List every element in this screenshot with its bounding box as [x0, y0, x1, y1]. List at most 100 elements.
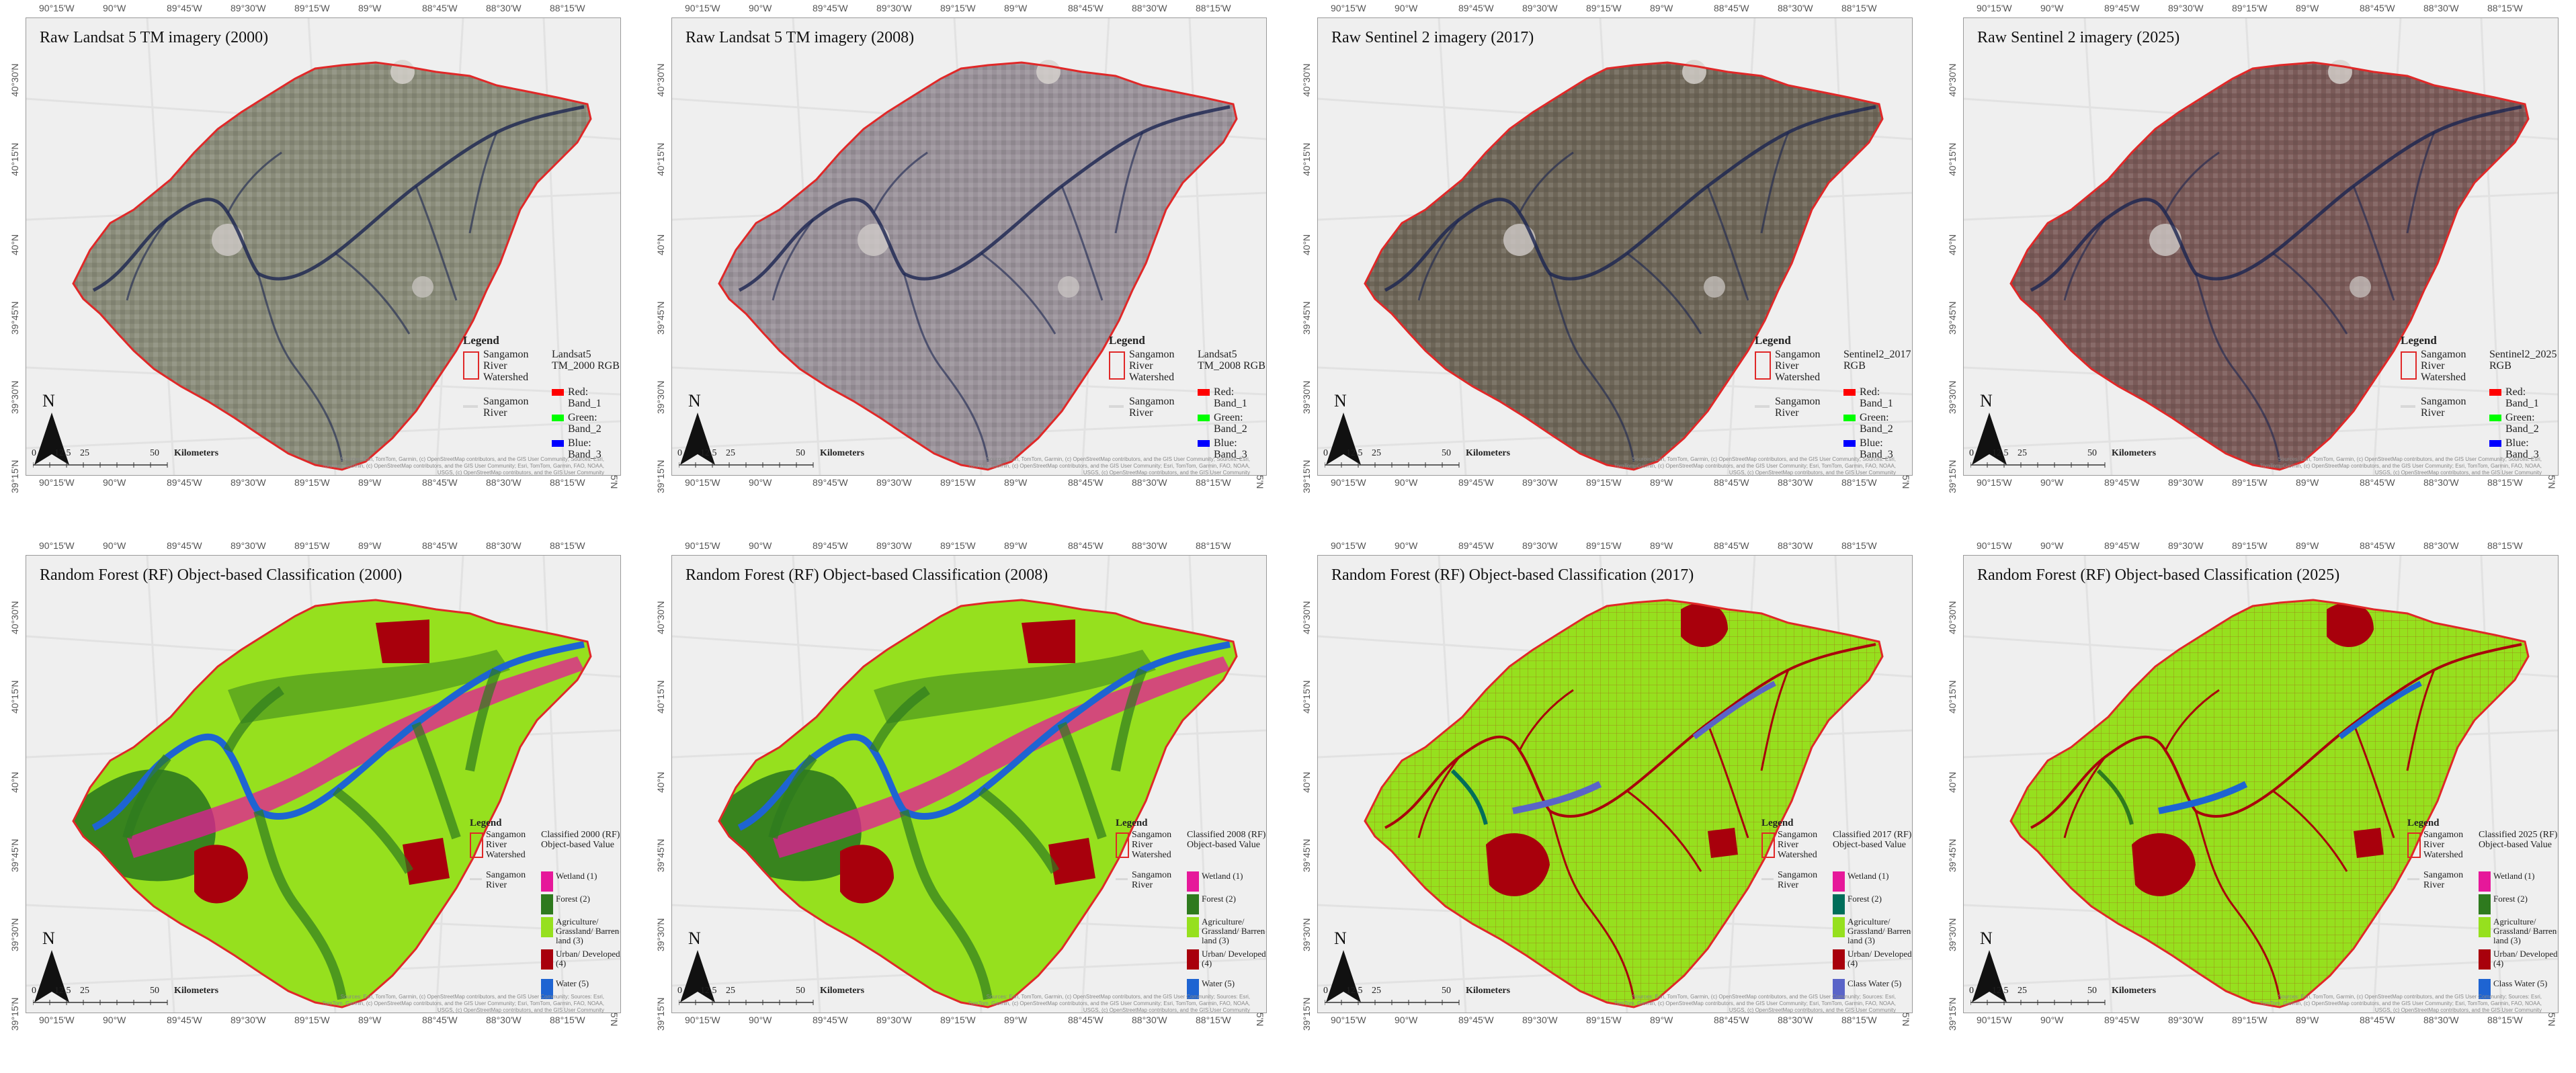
class-swatch	[541, 917, 553, 937]
imagery-raster	[1365, 62, 1882, 470]
river-course	[738, 105, 1231, 292]
north-arrow: N	[1969, 391, 2009, 465]
latitude-tick-left: 39°15'N	[1947, 997, 1958, 1031]
watershed-swatch	[1109, 351, 1125, 380]
north-label: N	[42, 391, 55, 411]
band-label: Red: Band_1	[1860, 386, 1893, 409]
river-swatch	[1109, 405, 1124, 408]
latitude-tick-left: 40°15'N	[1947, 680, 1958, 714]
longitude-tick-bottom: 90°15'W	[685, 1015, 720, 1025]
class-label: Agriculture/ Grassland/ Barren land (3)	[2493, 916, 2557, 945]
scale-tick-label: 50	[796, 448, 805, 458]
attribution: Sources: Esri, TomTom, Garmin, (c) OpenS…	[2259, 456, 2542, 476]
longitude-tick-top: 89°15'W	[294, 540, 330, 551]
latitude-tick-left: 40°30'N	[9, 601, 20, 634]
longitude-tick-bottom: 89°45'W	[1458, 1015, 1494, 1025]
scale-tick-label: 25	[2018, 986, 2027, 996]
longitude-tick-top: 88°30'W	[1132, 3, 1167, 13]
band-swatch	[2489, 389, 2501, 396]
river-swatch	[470, 878, 482, 880]
longitude-tick-bottom: 89°45'W	[167, 1015, 202, 1025]
longitude-tick-top: 90°15'W	[685, 3, 720, 13]
scale-tick-label: 0	[677, 448, 682, 458]
river-course	[2030, 105, 2522, 292]
band-label: Green: Band_2	[1860, 412, 1893, 435]
legend-title: Legend	[1109, 334, 1145, 347]
watershed-boundary	[1364, 599, 1884, 1008]
longitude-tick-bottom: 89°15'W	[2232, 477, 2268, 488]
band-label: Red: Band_1	[1214, 386, 1247, 409]
longitude-tick-bottom: 88°15'W	[2487, 1015, 2523, 1025]
longitude-tick-top: 89°W	[1650, 540, 1673, 551]
latitude-tick-left: 39°45'N	[655, 301, 666, 335]
longitude-tick-top: 88°30'W	[1778, 3, 1813, 13]
latitude-tick-left: 40°N	[1947, 771, 1958, 793]
class-swatch	[541, 949, 553, 970]
scale-tick-label: 12.5	[1992, 986, 2009, 996]
water-class-area	[1512, 781, 1602, 814]
class-swatch	[2479, 917, 2491, 937]
scale-unit: Kilometers	[820, 448, 865, 458]
latitude-tick-left: 40°N	[1301, 771, 1312, 793]
longitude-tick-bottom: 89°45'W	[2104, 477, 2140, 488]
longitude-tick-top: 89°W	[2296, 540, 2319, 551]
band-label: Blue: Band_3	[1860, 437, 1893, 460]
longitude-tick-bottom: 88°15'W	[1196, 1015, 1231, 1025]
longitude-tick-top: 88°15'W	[1196, 3, 1231, 13]
longitude-tick-bottom: 90°15'W	[1331, 477, 1366, 488]
legend-title: Legend	[1116, 818, 1148, 828]
raw-imagery-panel: 90°15'W 90°15'W 90°W 90°W 89°45'W 89°45'W 89°3…	[1292, 0, 1913, 493]
band-swatch	[552, 440, 564, 447]
river-swatch	[1116, 878, 1128, 880]
attribution: Sources: Esri, TomTom, Garmin, (c) OpenS…	[322, 994, 604, 1013]
longitude-tick-top: 89°15'W	[2232, 3, 2268, 13]
north-label: N	[1334, 929, 1347, 948]
panel-title: Random Forest (RF) Object-based Classifi…	[40, 566, 403, 584]
class-label: Wetland (1)	[556, 871, 597, 881]
class-label: Urban/ Developed (4)	[2493, 949, 2558, 968]
longitude-tick-bottom: 89°30'W	[231, 1015, 266, 1025]
north-arrow-icon	[1326, 950, 1361, 1002]
basemap	[26, 556, 620, 1013]
watershed-swatch	[1761, 832, 1775, 858]
longitude-tick-bottom: 90°W	[103, 1015, 126, 1025]
scale-unit: Kilometers	[2112, 448, 2157, 458]
river-label: Sangamon River	[1132, 870, 1172, 890]
longitude-tick-top: 90°15'W	[39, 3, 75, 13]
class-label: Agriculture/ Grassland/ Barren land (3)	[556, 916, 620, 945]
longitude-tick-bottom: 88°15'W	[550, 1015, 585, 1025]
latitude-tick-left: 39°15'N	[655, 460, 666, 493]
longitude-tick-bottom: 89°45'W	[813, 477, 848, 488]
river-swatch	[463, 405, 478, 408]
north-arrow: N	[1323, 929, 1364, 1002]
longitude-tick-top: 88°15'W	[1196, 540, 1231, 551]
scale-tick-label: 12.5	[1346, 448, 1363, 458]
latitude-tick-left: 40°N	[9, 771, 20, 793]
band-swatch	[1198, 415, 1210, 421]
class-label: Class Water (5)	[2493, 978, 2548, 988]
scale-tick-label: 50	[150, 986, 159, 996]
longitude-tick-bottom: 88°15'W	[1841, 477, 1877, 488]
latitude-tick-left: 40°15'N	[1301, 142, 1312, 176]
class-label: Urban/ Developed (4)	[556, 949, 620, 968]
north-label: N	[688, 929, 701, 948]
longitude-tick-bottom: 88°30'W	[486, 477, 522, 488]
scale-tick-label: 12.5	[54, 986, 71, 996]
longitude-tick-bottom: 89°30'W	[2168, 1015, 2204, 1025]
latitude-tick-left: 40°30'N	[1301, 63, 1312, 97]
longitude-tick-top: 89°45'W	[2104, 540, 2140, 551]
class-label: Forest (2)	[1202, 894, 1236, 904]
basemap	[1964, 18, 2558, 475]
panel-title: Raw Landsat 5 TM imagery (2000)	[40, 29, 269, 46]
longitude-tick-top: 90°W	[1395, 3, 1418, 13]
north-arrow-icon	[680, 950, 715, 1002]
scale-bar-graphic	[679, 462, 814, 468]
band-swatch	[2489, 415, 2501, 421]
panel-title: Random Forest (RF) Object-based Classifi…	[1331, 566, 1694, 584]
latitude-tick-left: 40°15'N	[1301, 680, 1312, 714]
latitude-tick-left: 39°45'N	[1301, 839, 1312, 872]
north-arrow: N	[32, 929, 72, 1002]
latitude-tick-left: 39°15'N	[655, 997, 666, 1031]
longitude-tick-bottom: 88°45'W	[2360, 477, 2395, 488]
longitude-tick-bottom: 89°30'W	[2168, 477, 2204, 488]
